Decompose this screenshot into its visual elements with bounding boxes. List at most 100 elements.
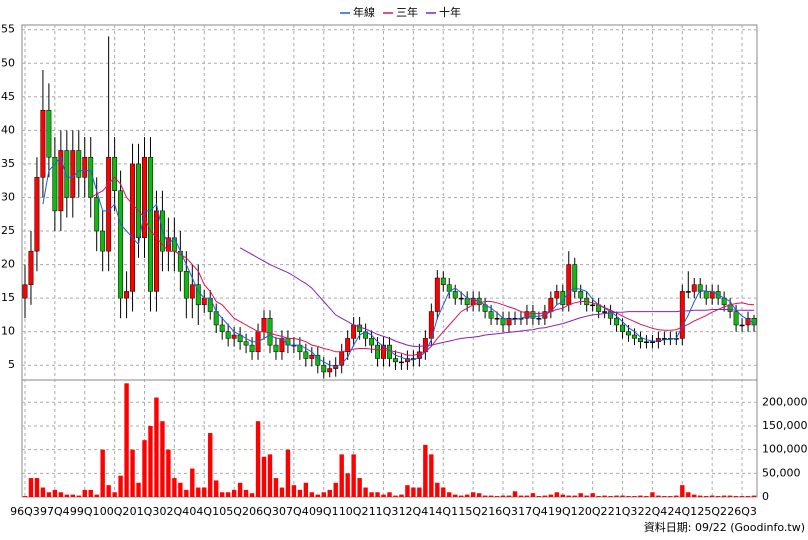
candle-body [369, 338, 375, 346]
candle-body [572, 264, 578, 292]
candle-body [375, 344, 380, 359]
volume-bar [650, 492, 655, 497]
x-tick-label: 15Q2 [458, 505, 488, 518]
x-tick-label: 10Q2 [339, 505, 369, 518]
candle-body [500, 318, 506, 326]
volume-bar [632, 496, 637, 497]
volume-bar [745, 496, 751, 497]
candle-body [321, 364, 327, 373]
candle-body [273, 344, 279, 353]
volume-bar [166, 449, 171, 497]
volume-bar [381, 494, 386, 497]
volume-bar [727, 495, 733, 497]
candle-body [22, 284, 28, 299]
volume-bar [88, 489, 93, 497]
x-tick-label: 22Q4 [638, 505, 668, 518]
volume-bar [267, 454, 273, 497]
candle-body [40, 109, 46, 178]
candle-body [327, 368, 333, 373]
legend-label: 年線 [353, 5, 375, 19]
volume-bar [590, 493, 595, 497]
candle-body [219, 324, 225, 332]
x-tick-label: 11Q3 [369, 505, 399, 518]
volume-bar [237, 482, 243, 497]
volume-bar [405, 485, 410, 497]
volume-bar [70, 494, 75, 497]
volume-bar [261, 456, 267, 497]
candle-body [136, 163, 141, 238]
y-tick-label: 15 [1, 291, 15, 304]
candle-body [225, 331, 231, 339]
volume-bar [28, 478, 34, 497]
volume-bar [536, 496, 542, 497]
legend-label: 三年 [396, 5, 418, 19]
x-tick-label: 14Q1 [428, 505, 458, 518]
x-tick-label: 00Q2 [100, 505, 130, 518]
volume-bar [518, 495, 524, 497]
x-tick-label: 12Q4 [399, 505, 429, 518]
volume-bar [315, 494, 320, 497]
volume-bar [435, 482, 440, 497]
candle-body [243, 341, 249, 346]
volume-bar [279, 487, 285, 497]
volume-bar [459, 495, 464, 497]
volume-bar [154, 397, 159, 497]
volume-bar [554, 492, 560, 497]
candle-body [58, 150, 64, 212]
x-tick-label: 04Q1 [189, 505, 219, 518]
candle-body [189, 284, 195, 299]
x-tick-label: 96Q3 [10, 505, 40, 518]
volume-bar [351, 454, 356, 497]
volume-bar [393, 495, 398, 497]
volume-bar [614, 495, 619, 497]
volume-bar [249, 493, 255, 497]
y-tick-label: 30 [1, 190, 15, 203]
volume-bar [172, 478, 177, 497]
volume-bar [500, 495, 506, 497]
candle-body [614, 318, 620, 326]
candle-body [100, 230, 106, 252]
x-tick-label: 20Q2 [578, 505, 608, 518]
footer: 資料日期: 09/22 (Goodinfo.tw) [644, 520, 805, 534]
candle-body [638, 338, 643, 342]
volume-bar [674, 495, 679, 497]
volume-bar [733, 496, 739, 497]
volume-bar [58, 492, 64, 497]
x-tick-label: 01Q3 [130, 505, 160, 518]
volume-bar [184, 489, 189, 497]
y-tick-label: 55 [1, 23, 15, 36]
volume-bar [82, 489, 87, 497]
candle-body [345, 338, 351, 353]
candle-body [506, 318, 512, 326]
y-tick-label: 40 [1, 123, 15, 136]
volume-bar [118, 475, 123, 497]
candle-body [106, 156, 112, 252]
y-tick-label: 20 [1, 258, 15, 271]
volume-bar [399, 494, 404, 497]
y-tick-label: 50 [1, 56, 15, 69]
candle-body [201, 297, 207, 306]
volume-bar [602, 495, 607, 497]
candle-body [82, 156, 88, 178]
x-tick-label: 19Q1 [548, 505, 578, 518]
candle-body [733, 311, 739, 326]
volume-bar [148, 425, 153, 497]
volume-bar [196, 487, 201, 497]
volume-bar [662, 496, 667, 497]
volume-bar [291, 485, 297, 497]
volume-bar [219, 492, 225, 497]
volume-bar [476, 493, 482, 497]
volume-bar [751, 495, 757, 497]
volume-bar [273, 478, 279, 497]
y-tick-label: 45 [1, 90, 15, 103]
y2-tick-label: 150,000 [762, 419, 808, 432]
candle-body [703, 291, 709, 299]
candle-body [685, 291, 691, 293]
volume-bar [680, 485, 685, 497]
candle-body [536, 318, 542, 320]
volume-bar [375, 492, 380, 497]
volume-bar [698, 495, 703, 497]
x-tick-label: 97Q4 [40, 505, 70, 518]
volume-bar [560, 494, 565, 497]
